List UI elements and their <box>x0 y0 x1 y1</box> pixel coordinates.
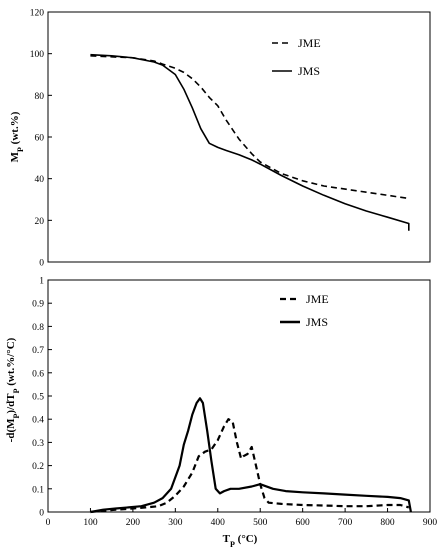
y-tick-label: 0.2 <box>32 462 44 472</box>
x-tick-label: 400 <box>211 518 226 528</box>
y-tick-label: 0 <box>39 509 44 519</box>
x-tick-label: 500 <box>253 518 268 528</box>
y-tick-label: 0.9 <box>32 300 44 310</box>
y-tick-label: 80 <box>35 92 45 102</box>
legend-bottom: JME JMS <box>280 292 329 329</box>
series-lines-bottom <box>90 397 412 514</box>
y-tick-label: 0.7 <box>32 346 44 356</box>
x-tick-label: 0 <box>46 518 51 528</box>
x-tick-label: 100 <box>83 518 98 528</box>
y-tick-label: 100 <box>30 50 45 60</box>
legend-label-jme-top: JME <box>298 36 321 50</box>
x-tick-label: 200 <box>126 518 141 528</box>
legend-top: JME JMS <box>272 36 321 78</box>
series-line-jme-top <box>90 55 409 200</box>
y-axis-label-top: MP (wt.%) <box>9 111 25 162</box>
y-axis-ticks-bottom: 0 0.1 0.2 0.3 0.4 0.5 0.6 0.7 0.8 0.9 1 <box>32 277 52 519</box>
series-line-jme-bottom <box>90 418 410 514</box>
x-tick-label: 700 <box>338 518 353 528</box>
y-tick-label: 0.5 <box>32 393 44 403</box>
legend-label-jme-bottom: JME <box>306 292 329 306</box>
y-tick-label: 0.4 <box>32 416 44 426</box>
plot-frame-top <box>47 11 431 263</box>
x-tick-label: 600 <box>296 518 311 528</box>
y-tick-label: 0 <box>39 259 44 269</box>
y-tick-label: 0.6 <box>32 369 44 379</box>
y-tick-label: 0.8 <box>32 323 44 333</box>
y-tick-label: 0.3 <box>32 439 44 449</box>
legend-label-jms-bottom: JMS <box>306 315 328 329</box>
plot-frame-bottom <box>47 279 431 513</box>
x-tick-label: 900 <box>423 518 438 528</box>
y-tick-label: 40 <box>35 175 45 185</box>
y-tick-label: 60 <box>35 134 45 144</box>
x-axis-label-bottom: TP (°C) <box>223 533 258 549</box>
y-tick-label: 20 <box>35 217 45 227</box>
y-tick-label: 1 <box>39 277 44 287</box>
chart-panel-bottom: 0 0.1 0.2 0.3 0.4 0.5 0.6 0.7 0.8 0.9 1 0 100 200 300… <box>5 277 437 549</box>
series-line-jms-bottom <box>90 397 412 514</box>
y-axis-ticks-top: 0 20 40 60 80 100 120 <box>30 9 52 269</box>
series-lines-top <box>90 53 410 231</box>
legend-label-jms-top: JMS <box>298 64 320 78</box>
x-axis-ticks-bottom: 0 100 200 300 400 500 600 700 800 900 <box>46 508 438 528</box>
chart-panel-top: 0 20 40 60 80 100 120 MP (wt.%) JME JMS <box>9 9 431 269</box>
y-tick-label: 120 <box>30 9 45 19</box>
y-tick-label: 0.1 <box>32 485 44 495</box>
series-line-jms-top <box>90 53 410 231</box>
x-tick-label: 800 <box>380 518 395 528</box>
x-tick-label: 300 <box>168 518 183 528</box>
y-axis-label-bottom: -d(MP)/dTP (wt.%/°C) <box>5 337 21 442</box>
